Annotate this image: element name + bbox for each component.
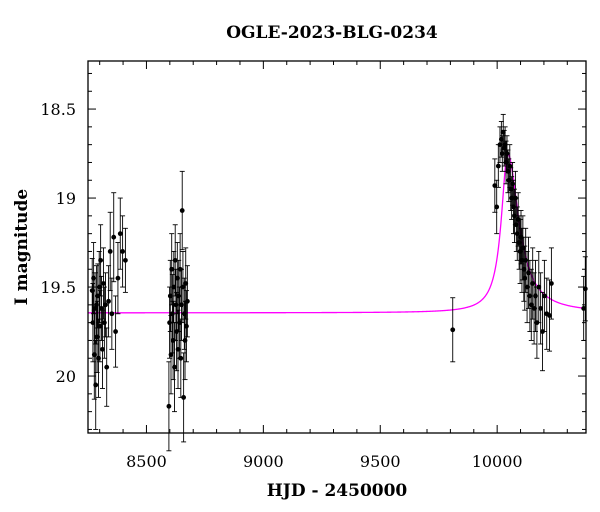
point-marker [169,266,175,272]
data-point [544,277,550,350]
point-marker [504,151,510,156]
point-marker [178,355,184,361]
data-point [499,135,505,172]
point-marker [494,204,500,210]
point-marker [111,234,117,240]
point-marker [113,329,118,334]
data-point [100,247,106,320]
point-marker [179,208,185,213]
data-point [495,144,501,188]
data-point [532,259,538,332]
data-point [107,211,113,292]
point-marker [547,313,552,318]
data-point [179,170,185,251]
data-point [541,259,547,332]
point-marker [123,257,128,263]
data-point [450,297,456,363]
x-tick-label: 8500 [126,452,167,471]
point-marker [507,163,513,169]
y-axis-label: I magnitude [12,189,32,306]
point-marker [101,320,107,326]
point-marker [181,395,187,400]
y-tick-label: 19.5 [40,278,76,297]
data-point [178,318,184,398]
point-marker [172,364,177,370]
data-point [547,279,553,352]
point-marker [101,281,106,286]
point-marker [184,298,190,304]
x-tick-label: 9500 [360,452,401,471]
point-marker [499,151,505,156]
data-point [172,224,178,297]
plot-frame [87,60,587,434]
point-marker [104,364,110,370]
data-point [101,286,107,359]
point-marker [548,281,554,286]
y-tick-label: 19 [56,189,76,208]
point-marker [120,249,126,254]
point-marker [103,302,108,308]
point-marker [582,286,588,292]
data-point [98,224,104,297]
data-point [113,295,119,368]
point-marker [172,257,178,263]
point-marker [106,298,111,304]
axis-ticks [88,61,586,433]
point-marker [510,181,515,187]
data-point [93,339,99,430]
data-point [115,242,121,315]
x-tick-label: 9000 [243,452,284,471]
data-point [169,233,175,306]
data-point [104,327,110,407]
chart-title: OGLE-2023-BLG-0234 [226,23,438,43]
point-marker [100,346,105,352]
point-marker [541,293,547,299]
point-marker [538,306,544,311]
data-point [181,352,187,443]
axis-tick-labels: 8500 9000 9500 10000 18.5 19 19.5 20 [40,100,522,471]
point-marker [93,382,99,388]
point-marker [99,306,104,311]
point-marker [184,323,189,329]
data-point [120,215,126,288]
point-marker [166,403,172,409]
x-tick-label: 10000 [472,452,523,471]
data-point [106,265,112,338]
data-point [122,227,128,293]
y-tick-label: 18.5 [40,100,76,119]
data-point [117,197,123,270]
point-marker [98,257,104,263]
x-axis-label: HJD - 2450000 [267,481,408,501]
point-marker [495,163,501,169]
point-marker [117,231,123,237]
point-marker [115,275,121,281]
data-point [103,272,109,338]
point-marker [522,275,528,281]
data-point [548,247,554,320]
y-tick-label: 20 [56,367,76,386]
data-point [111,192,117,283]
data-points-group [89,113,588,452]
point-marker [450,327,456,333]
data-point [99,275,105,341]
point-marker [107,249,113,254]
point-marker [109,311,115,317]
point-marker [536,284,542,290]
point-marker [168,352,174,358]
data-point [184,265,190,338]
point-marker [492,183,498,188]
